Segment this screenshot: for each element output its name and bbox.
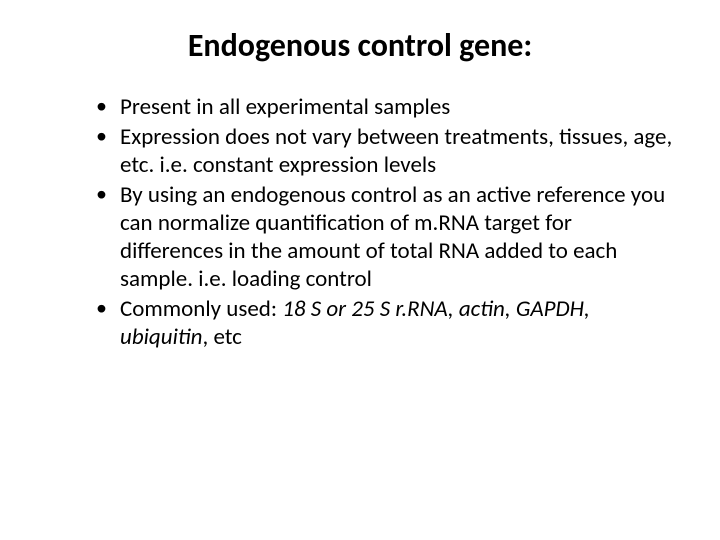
bullet-4-suffix: , etc	[203, 323, 242, 351]
bullet-list: Present in all experimental samples Expr…	[40, 93, 680, 351]
bullet-4-prefix: Commonly used:	[120, 295, 282, 323]
bullet-item-1: Present in all experimental samples	[96, 93, 680, 121]
slide: Endogenous control gene: Present in all …	[0, 0, 720, 540]
bullet-item-3: By using an endogenous control as an act…	[96, 181, 680, 293]
bullet-item-2: Expression does not vary between treatme…	[96, 123, 680, 179]
bullet-item-4: Commonly used: 18 S or 25 S r.RNA, actin…	[96, 295, 680, 351]
slide-title: Endogenous control gene:	[40, 26, 680, 65]
